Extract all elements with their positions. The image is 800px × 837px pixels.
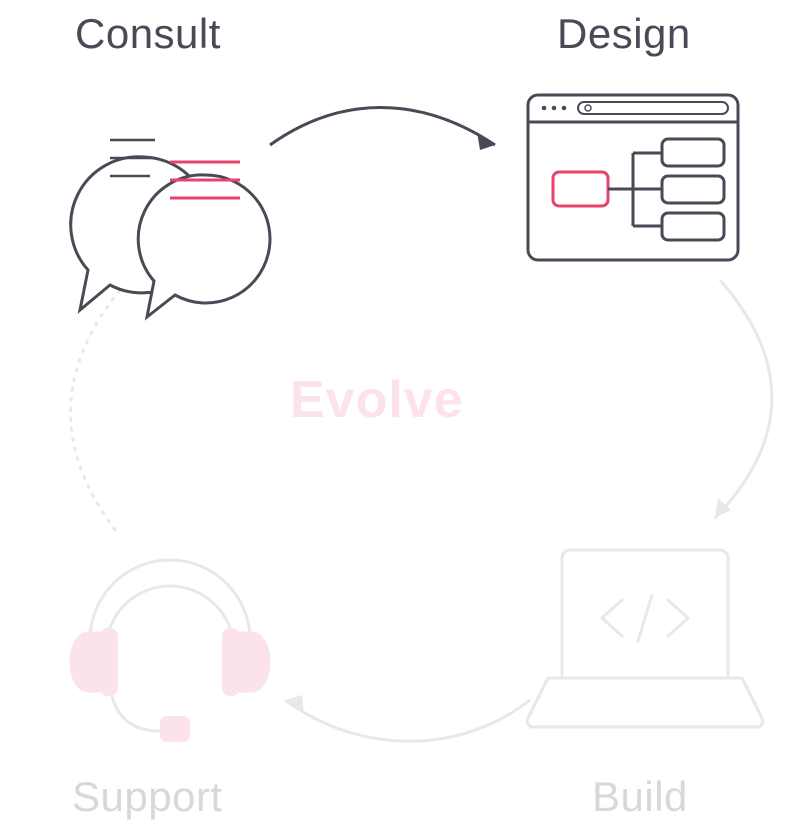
build-label: Build	[592, 773, 688, 821]
arrow-design-to-build	[715, 280, 772, 518]
arrow-consult-to-design	[270, 108, 495, 151]
design-icon	[528, 95, 738, 260]
consult-icon	[71, 140, 270, 317]
arrow-build-to-support	[285, 695, 530, 741]
support-icon	[70, 560, 270, 742]
build-icon	[527, 550, 763, 727]
design-label: Design	[557, 10, 691, 58]
consult-label: Consult	[75, 10, 221, 58]
evolve-label: Evolve	[290, 370, 464, 430]
arrow-support-to-consult	[71, 290, 120, 530]
support-label: Support	[72, 773, 223, 821]
